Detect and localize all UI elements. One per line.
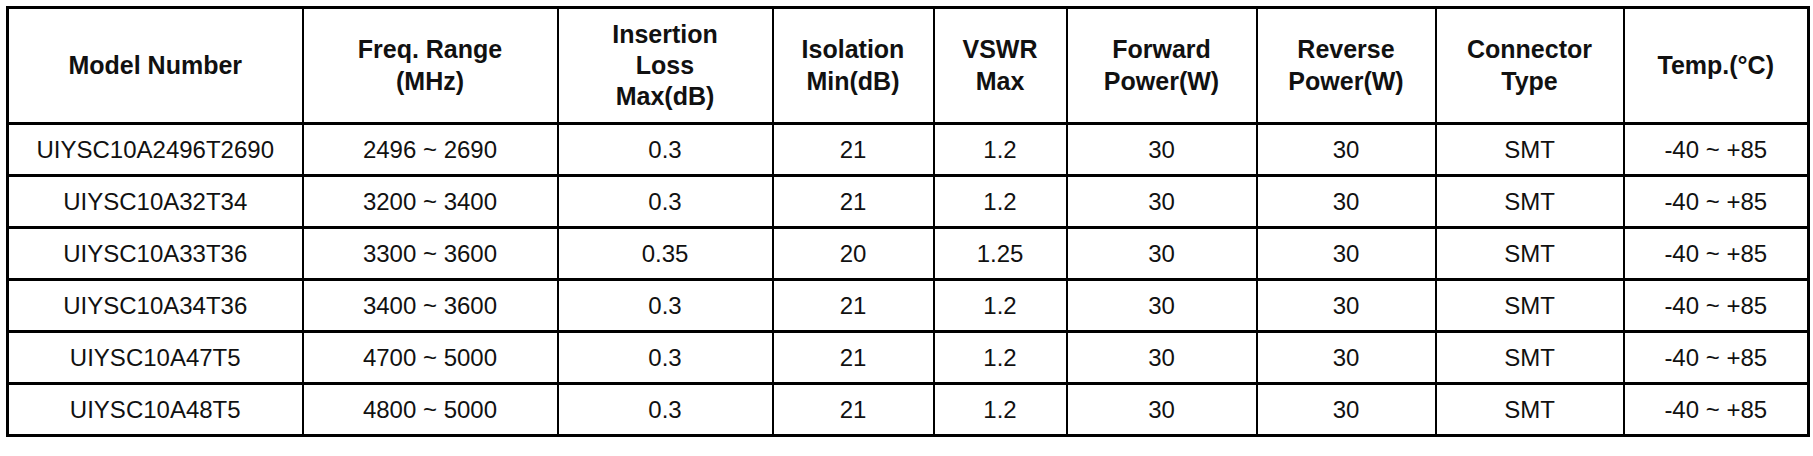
header-model-number: Model Number (8, 8, 303, 124)
table-row: UIYSC10A32T34 3200 ~ 3400 0.3 21 1.2 30 … (8, 176, 1809, 228)
header-reverse-power: Reverse Power(W) (1257, 8, 1436, 124)
header-row: Model Number Freq. Range (MHz) Insertion… (8, 8, 1809, 124)
cell-forward-power: 30 (1067, 332, 1257, 384)
cell-temperature: -40 ~ +85 (1624, 384, 1809, 436)
header-freq-range: Freq. Range (MHz) (303, 8, 558, 124)
table-row: UIYSC10A47T5 4700 ~ 5000 0.3 21 1.2 30 3… (8, 332, 1809, 384)
cell-reverse-power: 30 (1257, 228, 1436, 280)
cell-freq-range: 3200 ~ 3400 (303, 176, 558, 228)
spec-table: Model Number Freq. Range (MHz) Insertion… (6, 6, 1810, 437)
cell-insertion-loss: 0.3 (558, 176, 773, 228)
cell-connector-type: SMT (1436, 332, 1624, 384)
cell-isolation: 21 (773, 176, 934, 228)
cell-forward-power: 30 (1067, 384, 1257, 436)
cell-vswr: 1.2 (934, 280, 1067, 332)
cell-model-number: UIYSC10A33T36 (8, 228, 303, 280)
table-row: UIYSC10A48T5 4800 ~ 5000 0.3 21 1.2 30 3… (8, 384, 1809, 436)
cell-isolation: 21 (773, 332, 934, 384)
cell-vswr: 1.2 (934, 124, 1067, 176)
cell-model-number: UIYSC10A32T34 (8, 176, 303, 228)
table-row: UIYSC10A34T36 3400 ~ 3600 0.3 21 1.2 30 … (8, 280, 1809, 332)
cell-forward-power: 30 (1067, 124, 1257, 176)
header-connector-type: Connector Type (1436, 8, 1624, 124)
cell-reverse-power: 30 (1257, 176, 1436, 228)
cell-forward-power: 30 (1067, 176, 1257, 228)
cell-freq-range: 3400 ~ 3600 (303, 280, 558, 332)
cell-temperature: -40 ~ +85 (1624, 176, 1809, 228)
cell-vswr: 1.25 (934, 228, 1067, 280)
page-canvas: Model Number Freq. Range (MHz) Insertion… (0, 0, 1813, 456)
cell-isolation: 21 (773, 280, 934, 332)
cell-insertion-loss: 0.3 (558, 384, 773, 436)
cell-insertion-loss: 0.3 (558, 280, 773, 332)
cell-reverse-power: 30 (1257, 332, 1436, 384)
cell-forward-power: 30 (1067, 228, 1257, 280)
cell-isolation: 21 (773, 384, 934, 436)
cell-vswr: 1.2 (934, 332, 1067, 384)
cell-freq-range: 4800 ~ 5000 (303, 384, 558, 436)
header-temperature: Temp.(°C) (1624, 8, 1809, 124)
cell-vswr: 1.2 (934, 384, 1067, 436)
cell-isolation: 21 (773, 124, 934, 176)
cell-freq-range: 4700 ~ 5000 (303, 332, 558, 384)
header-isolation: Isolation Min(dB) (773, 8, 934, 124)
table-row: UIYSC10A2496T2690 2496 ~ 2690 0.3 21 1.2… (8, 124, 1809, 176)
cell-insertion-loss: 0.3 (558, 332, 773, 384)
cell-reverse-power: 30 (1257, 280, 1436, 332)
cell-temperature: -40 ~ +85 (1624, 332, 1809, 384)
cell-temperature: -40 ~ +85 (1624, 280, 1809, 332)
cell-connector-type: SMT (1436, 176, 1624, 228)
cell-freq-range: 2496 ~ 2690 (303, 124, 558, 176)
cell-model-number: UIYSC10A48T5 (8, 384, 303, 436)
cell-connector-type: SMT (1436, 384, 1624, 436)
cell-isolation: 20 (773, 228, 934, 280)
cell-forward-power: 30 (1067, 280, 1257, 332)
cell-temperature: -40 ~ +85 (1624, 124, 1809, 176)
cell-vswr: 1.2 (934, 176, 1067, 228)
cell-reverse-power: 30 (1257, 384, 1436, 436)
cell-insertion-loss: 0.3 (558, 124, 773, 176)
header-forward-power: Forward Power(W) (1067, 8, 1257, 124)
cell-freq-range: 3300 ~ 3600 (303, 228, 558, 280)
header-insertion-loss: Insertion Loss Max(dB) (558, 8, 773, 124)
cell-reverse-power: 30 (1257, 124, 1436, 176)
cell-connector-type: SMT (1436, 124, 1624, 176)
table-row: UIYSC10A33T36 3300 ~ 3600 0.35 20 1.25 3… (8, 228, 1809, 280)
cell-insertion-loss: 0.35 (558, 228, 773, 280)
cell-connector-type: SMT (1436, 228, 1624, 280)
cell-temperature: -40 ~ +85 (1624, 228, 1809, 280)
cell-model-number: UIYSC10A34T36 (8, 280, 303, 332)
cell-connector-type: SMT (1436, 280, 1624, 332)
header-vswr: VSWR Max (934, 8, 1067, 124)
cell-model-number: UIYSC10A47T5 (8, 332, 303, 384)
cell-model-number: UIYSC10A2496T2690 (8, 124, 303, 176)
